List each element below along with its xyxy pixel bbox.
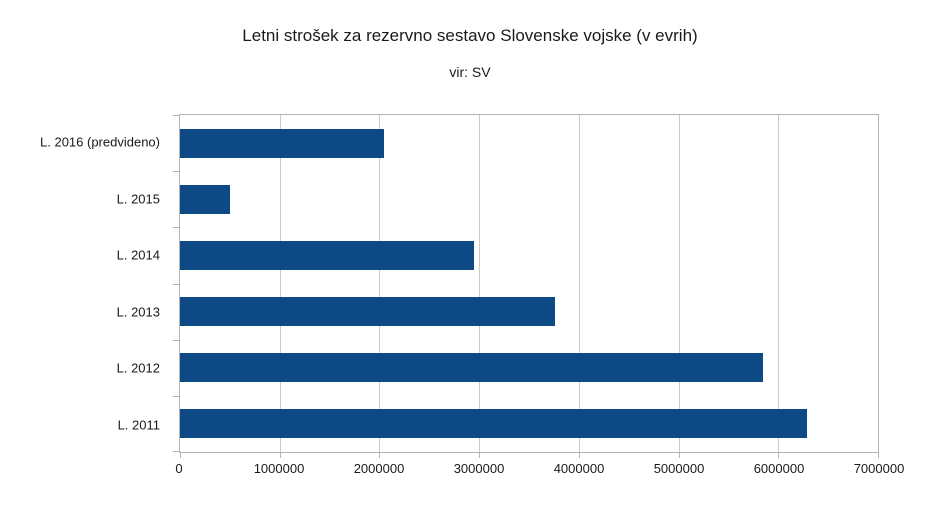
- category-label-l-2011: L. 2011: [117, 417, 160, 433]
- bar-row: [180, 396, 878, 452]
- x-tick-label: 1000000: [253, 461, 305, 476]
- plot-area: [173, 114, 879, 458]
- x-tick-mark: [578, 452, 580, 458]
- bar-row: [180, 115, 878, 171]
- category-label-l-2012: L. 2012: [116, 360, 160, 376]
- x-tick-label: 7000000: [853, 461, 905, 476]
- x-tick-mark: [180, 452, 181, 458]
- y-tick-mark: [173, 451, 180, 452]
- x-tick-label: 5000000: [653, 461, 705, 476]
- y-tick-mark: [173, 115, 180, 116]
- category-label-l-2015: L. 2015: [116, 191, 160, 207]
- x-tick-label: 2000000: [353, 461, 405, 476]
- bar-l-2013: [180, 297, 555, 327]
- bar-l-2016-predvideno: [180, 128, 385, 158]
- x-tick-label: 0: [175, 461, 183, 476]
- category-label-l-2016-predvideno: L. 2016 (predvideno): [40, 134, 160, 150]
- gridline: [479, 115, 481, 452]
- x-tick-label: 4000000: [553, 461, 605, 476]
- x-axis-labels: 0 1000000 2000000 3000000 4000000 5000000 6000…: [175, 461, 904, 477]
- gridline: [279, 115, 281, 452]
- y-tick-mark: [173, 339, 180, 341]
- gridline: [678, 115, 680, 452]
- bar-l-2012: [180, 353, 764, 383]
- chart-subtitle: vir: SV: [449, 64, 491, 80]
- x-tick-label: 6000000: [753, 461, 805, 476]
- category-label-l-2013: L. 2013: [116, 304, 160, 320]
- bar-l-2014: [180, 240, 475, 270]
- y-tick-mark: [173, 395, 180, 397]
- gridline: [578, 115, 580, 452]
- x-tick-label: 3000000: [453, 461, 505, 476]
- bar-row: [180, 171, 878, 227]
- gridline: [778, 115, 780, 452]
- category-label-l-2014: L. 2014: [116, 247, 160, 263]
- x-tick-mark: [778, 452, 780, 458]
- bar-l-2011: [180, 409, 808, 439]
- x-tick-mark: [379, 452, 381, 458]
- y-tick-mark: [173, 283, 180, 285]
- bar-row: [180, 284, 878, 340]
- bar-row: [180, 340, 878, 396]
- y-tick-mark: [173, 171, 180, 173]
- x-tick-mark: [878, 452, 879, 458]
- x-tick-mark: [279, 452, 281, 458]
- y-axis-labels: L. 2016 (predvideno) L. 2015 L. 2014 L. 201…: [0, 114, 169, 453]
- y-tick-mark: [173, 227, 180, 229]
- x-tick-mark: [678, 452, 680, 458]
- bar-row: [180, 227, 878, 283]
- x-tick-mark: [479, 452, 481, 458]
- chart-title: Letni strošek za rezervno sestavo Sloven…: [242, 26, 698, 45]
- bar-l-2015: [180, 184, 230, 214]
- gridline: [379, 115, 381, 452]
